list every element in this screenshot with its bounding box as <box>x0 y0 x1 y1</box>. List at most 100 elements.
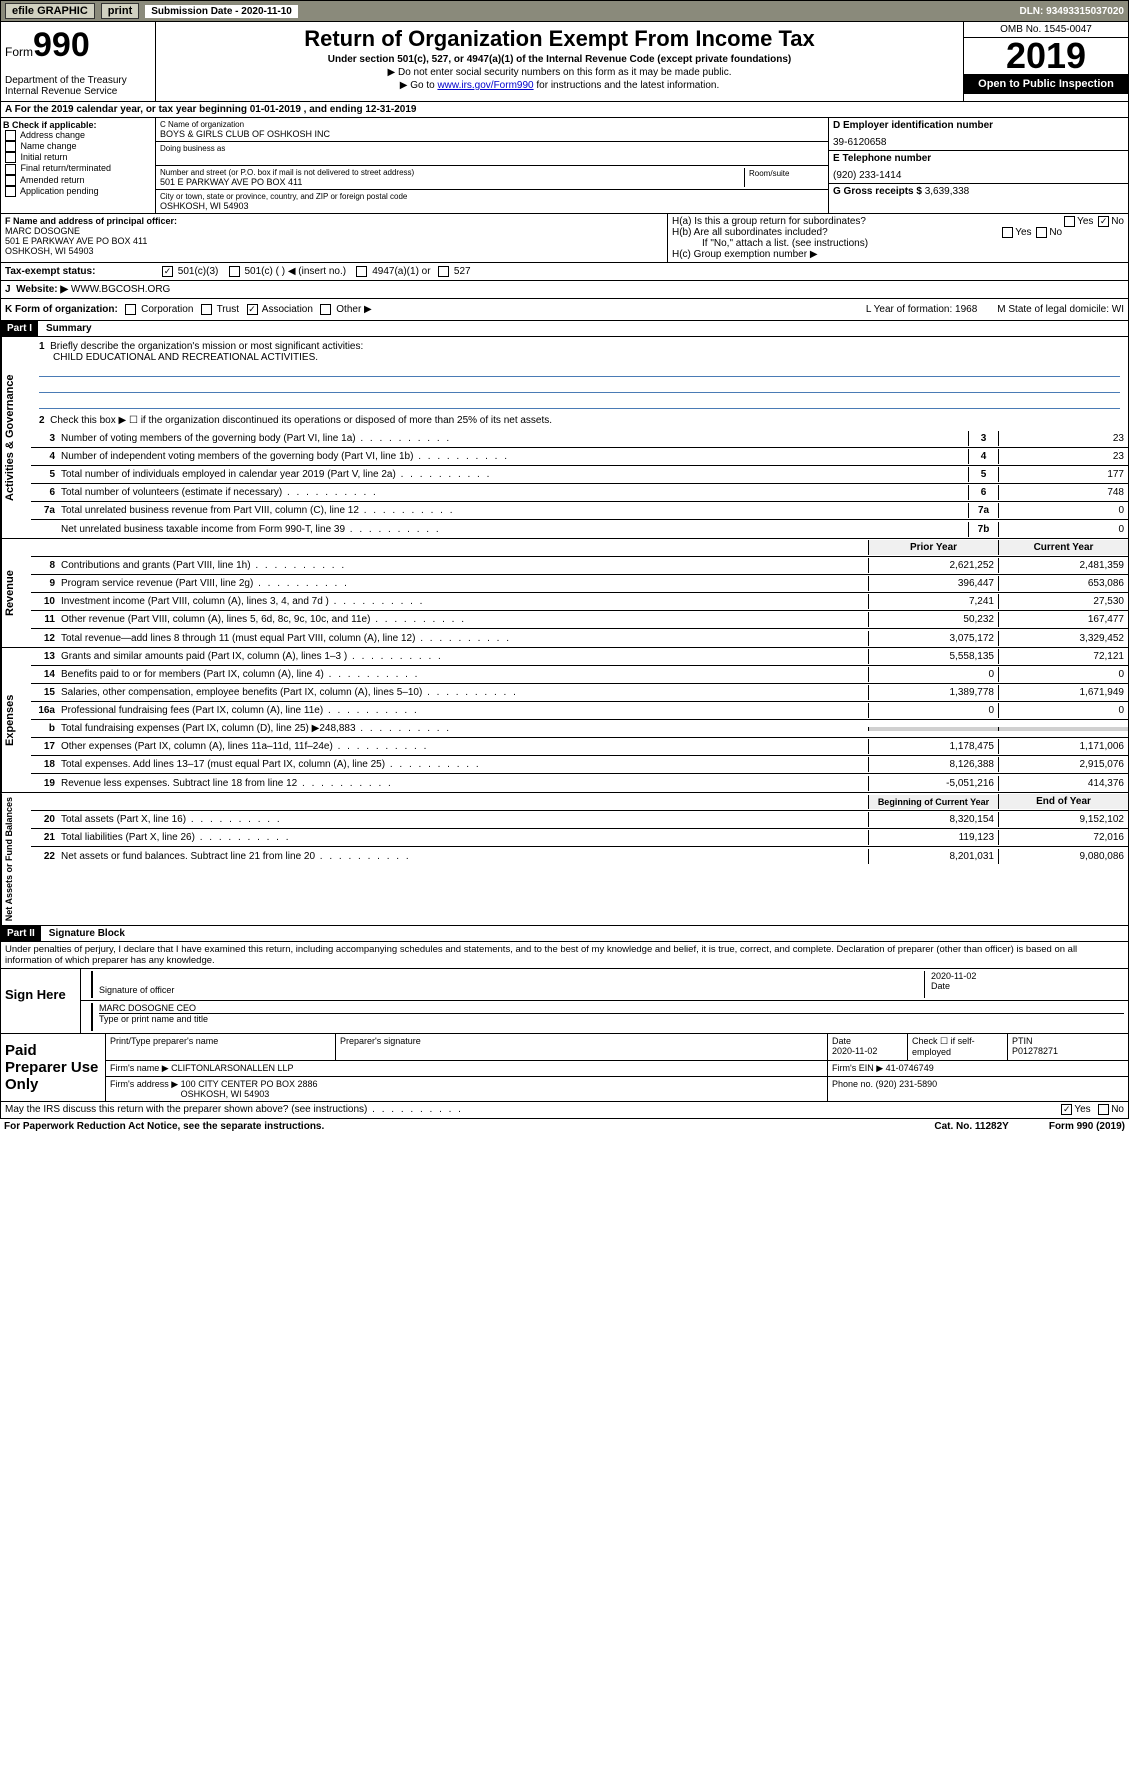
gross-receipts-label: G Gross receipts $ <box>833 186 922 197</box>
data-line: 20Total assets (Part X, line 16)8,320,15… <box>31 811 1128 829</box>
line-k-l-m: K Form of organization: Corporation Trus… <box>0 299 1129 321</box>
preparer-date-label: Date <box>832 1036 903 1046</box>
org-name-label: C Name of organization <box>160 120 824 129</box>
firm-name: CLIFTONLARSONALLEN LLP <box>171 1063 293 1073</box>
cb-501c[interactable] <box>229 266 240 277</box>
top-toolbar: efile GRAPHIC print Submission Date - 20… <box>0 0 1129 22</box>
sig-date: 2020-11-02 <box>931 971 1124 981</box>
gov-line: 6Total number of volunteers (estimate if… <box>31 484 1128 502</box>
form-header: Form990 Department of the Treasury Inter… <box>0 22 1129 102</box>
ptin-value: P01278271 <box>1012 1046 1124 1056</box>
cb-app-pending[interactable]: Application pending <box>3 186 153 197</box>
dept-label: Department of the Treasury Internal Reve… <box>5 75 151 97</box>
irs-link[interactable]: www.irs.gov/Form990 <box>437 80 533 91</box>
city-label: City or town, state or province, country… <box>160 192 824 201</box>
col-begin: Beginning of Current Year <box>868 795 998 809</box>
self-employed-cb[interactable]: Check ☐ if self-employed <box>908 1034 1008 1060</box>
city-state-zip: OSHKOSH, WI 54903 <box>160 201 824 211</box>
data-line: 11Other revenue (Part VIII, column (A), … <box>31 611 1128 629</box>
revenue-header: Prior YearCurrent Year <box>31 539 1128 557</box>
part-1-header: Part ISummary <box>0 321 1129 337</box>
cb-discuss-yes[interactable] <box>1061 1104 1072 1115</box>
cb-discuss-no[interactable] <box>1098 1104 1109 1115</box>
cb-other[interactable] <box>320 304 331 315</box>
side-revenue: Revenue <box>1 539 31 647</box>
box-d-e-g: D Employer identification number39-61206… <box>828 118 1128 213</box>
net-assets-section: Net Assets or Fund Balances Beginning of… <box>0 793 1129 926</box>
efile-button[interactable]: efile GRAPHIC <box>5 3 95 19</box>
line-a: A For the 2019 calendar year, or tax yea… <box>0 102 1129 118</box>
data-line: 18Total expenses. Add lines 13–17 (must … <box>31 756 1128 774</box>
gov-line: 5Total number of individuals employed in… <box>31 466 1128 484</box>
preparer-sig-label: Preparer's signature <box>340 1036 823 1046</box>
cb-4947[interactable] <box>356 266 367 277</box>
officer-name: MARC DOSOGNE <box>5 226 663 236</box>
addr-label: Number and street (or P.O. box if mail i… <box>160 168 744 177</box>
q1-text: Briefly describe the organization's miss… <box>50 341 363 352</box>
form-word: Form <box>5 45 33 59</box>
part-2-header: Part IISignature Block <box>0 926 1129 942</box>
firm-phone: (920) 231-5890 <box>876 1079 938 1089</box>
tax-exempt-status: Tax-exempt status: 501(c)(3) 501(c) ( ) … <box>0 263 1129 281</box>
cb-initial-return[interactable]: Initial return <box>3 152 153 163</box>
data-line: 9Program service revenue (Part VIII, lin… <box>31 575 1128 593</box>
gov-line: 4Number of independent voting members of… <box>31 448 1128 466</box>
go-to-suffix: for instructions and the latest informat… <box>534 80 720 91</box>
gov-line: 3Number of voting members of the governi… <box>31 430 1128 448</box>
cb-assoc[interactable] <box>247 304 258 315</box>
cb-trust[interactable] <box>201 304 212 315</box>
org-name: BOYS & GIRLS CLUB OF OSHKOSH INC <box>160 129 824 139</box>
box-c: C Name of organizationBOYS & GIRLS CLUB … <box>156 118 828 213</box>
gross-receipts-value: 3,639,338 <box>925 186 970 197</box>
sign-here-block: Sign Here Signature of officer 2020-11-0… <box>0 969 1129 1034</box>
ptin-label: PTIN <box>1012 1036 1124 1046</box>
name-label: Type or print name and title <box>99 1014 1124 1024</box>
cb-501c3[interactable] <box>162 266 173 277</box>
revenue-section: Revenue Prior YearCurrent Year 8Contribu… <box>0 539 1129 648</box>
data-line: 14Benefits paid to or for members (Part … <box>31 666 1128 684</box>
dba-label: Doing business as <box>160 144 824 153</box>
print-button[interactable]: print <box>101 3 139 19</box>
side-netassets: Net Assets or Fund Balances <box>1 793 31 925</box>
h-c: H(c) Group exemption number ▶ <box>672 249 1124 260</box>
data-line: 10Investment income (Part VIII, column (… <box>31 593 1128 611</box>
firm-addr-label: Firm's address ▶ <box>110 1079 178 1089</box>
officer-addr: 501 E PARKWAY AVE PO BOX 411 OSHKOSH, WI… <box>5 236 663 256</box>
submission-date: Submission Date - 2020-11-10 <box>145 5 298 18</box>
form-title: Return of Organization Exempt From Incom… <box>160 26 959 52</box>
tax-period: For the 2019 calendar year, or tax year … <box>15 104 417 115</box>
data-line: 19Revenue less expenses. Subtract line 1… <box>31 774 1128 792</box>
q2-text: Check this box ▶ ☐ if the organization d… <box>50 415 552 426</box>
website-label: Website: ▶ <box>16 284 68 295</box>
cb-corp[interactable] <box>125 304 136 315</box>
preparer-date: 2020-11-02 <box>832 1046 903 1056</box>
col-prior: Prior Year <box>868 540 998 555</box>
data-line: 12Total revenue—add lines 8 through 11 (… <box>31 629 1128 647</box>
ein-value: 39-6120658 <box>833 137 1124 148</box>
firm-name-label: Firm's name ▶ <box>110 1063 169 1073</box>
dln-value: DLN: 93493315037020 <box>1019 6 1124 17</box>
website-row: J Website: ▶ WWW.BGCOSH.ORG <box>0 281 1129 299</box>
cb-amended[interactable]: Amended return <box>3 175 153 186</box>
box-b-header: B Check if applicable: <box>3 120 153 130</box>
cb-final-return[interactable]: Final return/terminated <box>3 163 153 174</box>
cb-address-change[interactable]: Address change <box>3 130 153 141</box>
instruction-2: ▶ Go to www.irs.gov/Form990 for instruct… <box>160 80 959 91</box>
part-2-badge: Part II <box>1 926 41 941</box>
paid-label: Paid Preparer Use Only <box>1 1034 106 1101</box>
discuss-text: May the IRS discuss this return with the… <box>5 1104 463 1115</box>
firm-ein: 41-0746749 <box>886 1063 934 1073</box>
data-line: 17Other expenses (Part IX, column (A), l… <box>31 738 1128 756</box>
phone-label: E Telephone number <box>833 153 1124 164</box>
cb-527[interactable] <box>438 266 449 277</box>
data-line: 16aProfessional fundraising fees (Part I… <box>31 702 1128 720</box>
firm-phone-label: Phone no. <box>832 1079 873 1089</box>
cb-name-change[interactable]: Name change <box>3 141 153 152</box>
instruction-1: ▶ Do not enter social security numbers o… <box>160 67 959 78</box>
activities-governance-section: Activities & Governance 1 Briefly descri… <box>0 337 1129 539</box>
col-end: End of Year <box>998 794 1128 809</box>
tax-year: 2019 <box>964 38 1128 74</box>
status-label: Tax-exempt status: <box>5 266 160 277</box>
sig-label: Signature of officer <box>99 985 924 995</box>
part-1-title: Summary <box>46 323 92 334</box>
